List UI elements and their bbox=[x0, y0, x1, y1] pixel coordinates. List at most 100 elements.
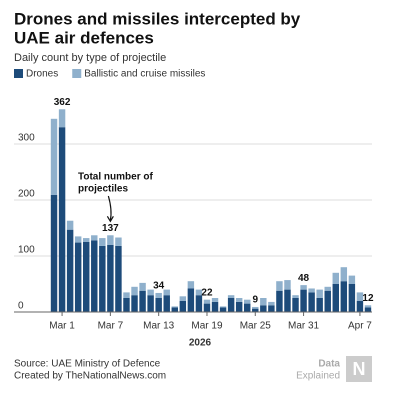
total-label: 362 bbox=[54, 97, 71, 108]
bar-segment bbox=[58, 127, 66, 312]
y-tick-label: 200 bbox=[18, 189, 35, 200]
bar-segment bbox=[292, 295, 299, 298]
bar-segment bbox=[147, 289, 154, 296]
bar-segment bbox=[155, 298, 162, 312]
total-label: 137 bbox=[102, 223, 119, 234]
bar-segment bbox=[324, 290, 331, 312]
bar-segment bbox=[252, 306, 259, 309]
bar-segment bbox=[66, 229, 74, 312]
bar-segment bbox=[139, 290, 146, 312]
bar-segment bbox=[179, 300, 187, 312]
bar-segment bbox=[252, 308, 259, 312]
subtitle: Daily count by type of projectile bbox=[14, 52, 166, 64]
bar-segment bbox=[203, 303, 211, 312]
source: Source: UAE Ministry of Defence bbox=[14, 359, 161, 370]
bar-segment bbox=[91, 240, 98, 312]
bar-segment bbox=[66, 220, 74, 230]
bar-segment bbox=[276, 281, 283, 291]
bar-segment bbox=[227, 295, 235, 298]
brand-logo-letter: N bbox=[353, 359, 366, 379]
x-tick-label: Mar 13 bbox=[143, 321, 175, 332]
bar-segment bbox=[235, 301, 243, 312]
bar-segment bbox=[107, 244, 114, 312]
bar-segment bbox=[123, 298, 130, 312]
bar-segment bbox=[235, 298, 243, 302]
total-label: 22 bbox=[201, 287, 213, 298]
bar-segment bbox=[324, 286, 331, 291]
bar-segment bbox=[340, 267, 348, 282]
bar-segment bbox=[83, 238, 90, 242]
bar-segment bbox=[219, 306, 227, 308]
x-tick-label: Mar 19 bbox=[191, 321, 223, 332]
bar-segment bbox=[227, 298, 235, 312]
x-tick-label: Apr 7 bbox=[348, 321, 372, 332]
bar-segment bbox=[171, 306, 178, 308]
x-tick-label: Mar 31 bbox=[288, 321, 320, 332]
total-label: 48 bbox=[298, 273, 310, 284]
total-label: 12 bbox=[362, 293, 374, 304]
bar-segment bbox=[244, 299, 251, 304]
bar-segment bbox=[139, 282, 146, 291]
bar-segment bbox=[356, 292, 364, 301]
bar-segment bbox=[115, 245, 122, 312]
bar-segment bbox=[332, 284, 339, 312]
bar-segment bbox=[195, 295, 203, 312]
bar-segment bbox=[356, 300, 364, 312]
bar-segment bbox=[155, 292, 162, 298]
bar-segment bbox=[316, 298, 323, 312]
bar-segment bbox=[260, 305, 267, 312]
brand-logo bbox=[346, 356, 372, 382]
total-label: 34 bbox=[153, 281, 165, 292]
bar-segment bbox=[163, 289, 170, 296]
bar-segment bbox=[74, 242, 82, 312]
bar-segment bbox=[268, 301, 275, 306]
legend-swatch bbox=[14, 69, 23, 78]
y-tick-label: 0 bbox=[18, 301, 24, 312]
annotation-arrow bbox=[107, 195, 112, 221]
chart-title-line2: UAE air defences bbox=[14, 28, 154, 47]
bar-segment bbox=[332, 272, 339, 284]
bar-segment bbox=[115, 237, 122, 246]
bar-segment bbox=[147, 295, 154, 312]
x-tick-label: Mar 25 bbox=[240, 321, 272, 332]
x-tick-label: Mar 7 bbox=[98, 321, 124, 332]
bar-segment bbox=[163, 295, 170, 312]
x-axis-label: 2026 bbox=[189, 338, 212, 349]
bar-segment bbox=[300, 289, 307, 312]
bar-segment bbox=[316, 289, 323, 298]
bar-segment bbox=[268, 305, 275, 312]
bar-segment bbox=[292, 298, 299, 312]
bar-segment bbox=[83, 242, 90, 312]
bar-segment bbox=[187, 281, 195, 289]
bar-segment bbox=[99, 238, 106, 246]
bar-segment bbox=[219, 307, 227, 312]
chart-title: Drones and missiles intercepted by bbox=[14, 9, 301, 28]
bar-segment bbox=[99, 245, 106, 312]
legend-label: Drones bbox=[26, 69, 58, 80]
bar-segment bbox=[91, 235, 98, 241]
bar-segment bbox=[284, 280, 291, 290]
bar-segment bbox=[123, 292, 130, 298]
bar-segment bbox=[171, 307, 178, 312]
bar-segment bbox=[300, 285, 307, 290]
bar-segment bbox=[179, 296, 187, 301]
bar-segment bbox=[276, 290, 283, 312]
bar-segment bbox=[364, 307, 372, 312]
bar-segment bbox=[50, 194, 58, 312]
bar-segment bbox=[187, 288, 195, 312]
bar-segment bbox=[308, 292, 315, 312]
x-tick-label: Mar 1 bbox=[49, 321, 75, 332]
credit: Created by TheNationalNews.com bbox=[14, 371, 166, 382]
y-tick-label: 300 bbox=[18, 133, 35, 144]
total-label: 9 bbox=[252, 295, 258, 306]
brand: Data bbox=[318, 359, 340, 370]
bar-segment bbox=[131, 286, 138, 296]
bar-segment bbox=[131, 295, 138, 312]
bar-segment bbox=[211, 298, 219, 302]
bar-segment bbox=[340, 281, 348, 312]
y-tick-label: 100 bbox=[18, 245, 35, 256]
bar-segment bbox=[58, 109, 66, 128]
bar-segment bbox=[308, 288, 315, 293]
bar-segment bbox=[260, 298, 267, 306]
